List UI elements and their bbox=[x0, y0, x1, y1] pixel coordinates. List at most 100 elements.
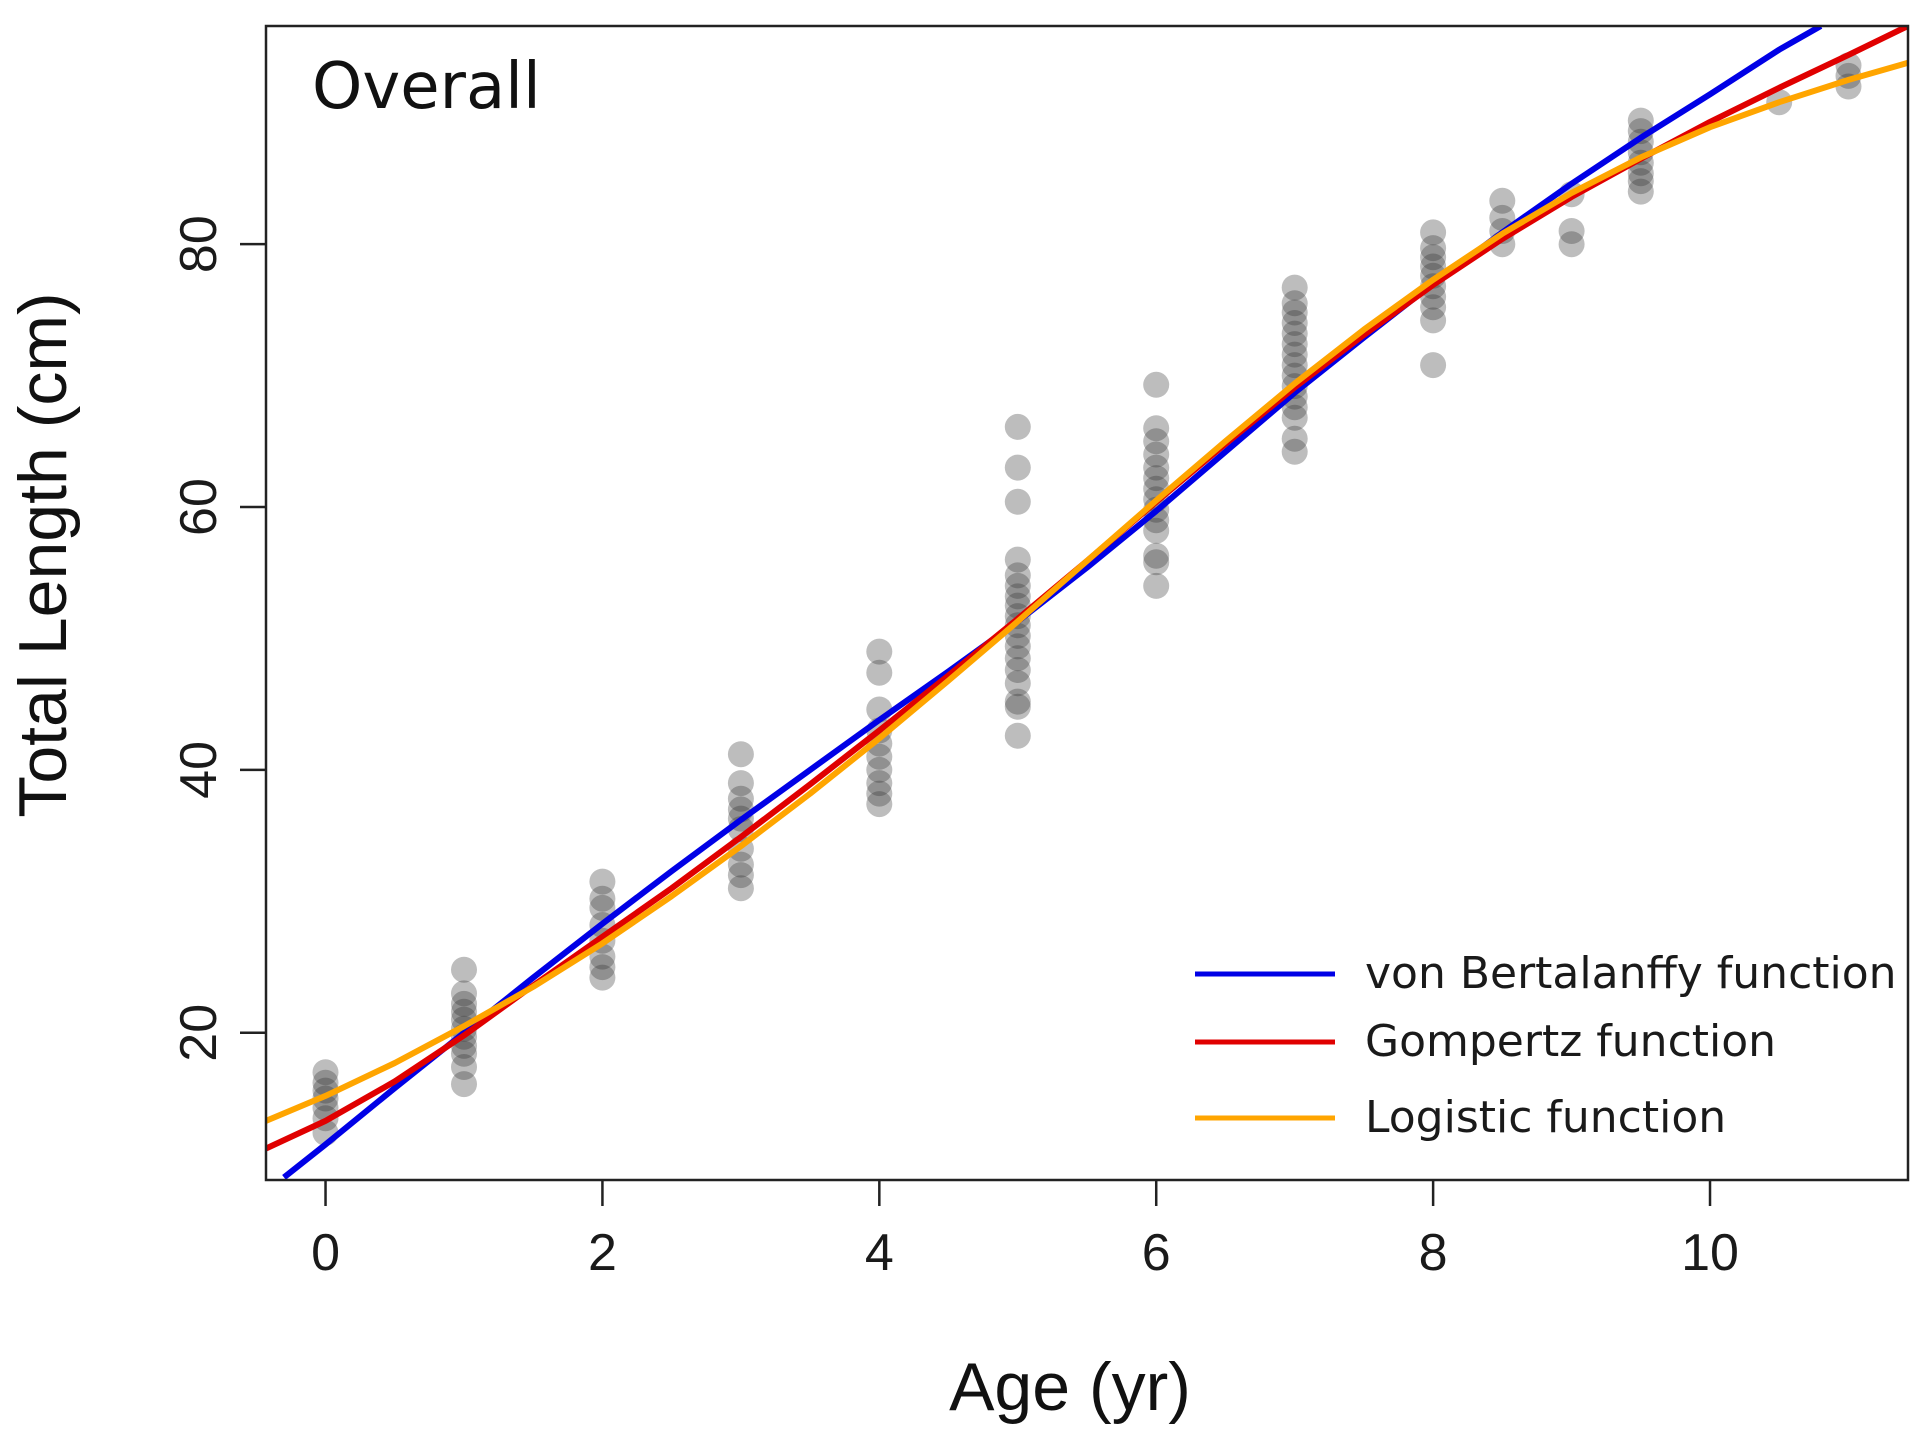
curve-logistic bbox=[266, 59, 1908, 1124]
legend: von Bertalanffy function Gompertz functio… bbox=[1195, 948, 1897, 1143]
fitted-curves bbox=[266, 26, 1908, 1180]
data-point-115 bbox=[1627, 160, 1654, 187]
data-point-117 bbox=[1627, 178, 1654, 205]
data-point-52 bbox=[1004, 583, 1031, 610]
data-point-24 bbox=[589, 954, 616, 981]
data-point-100 bbox=[1420, 294, 1447, 321]
data-point-47 bbox=[1004, 454, 1031, 481]
data-point-20 bbox=[589, 894, 616, 921]
data-point-41 bbox=[866, 743, 893, 770]
data-point-77 bbox=[1143, 572, 1170, 599]
data-point-36 bbox=[866, 638, 893, 665]
data-point-35 bbox=[727, 875, 754, 902]
data-point-69 bbox=[1143, 465, 1170, 492]
x-axis-title: Age (yr) bbox=[949, 1349, 1191, 1425]
data-point-82 bbox=[1281, 320, 1308, 347]
data-point-15 bbox=[451, 1040, 477, 1067]
data-point-16 bbox=[451, 1054, 477, 1080]
data-point-33 bbox=[727, 851, 754, 878]
data-point-103 bbox=[1489, 187, 1516, 214]
data-point-68 bbox=[1143, 454, 1170, 481]
data-point-83 bbox=[1281, 331, 1308, 358]
data-point-76 bbox=[1143, 549, 1170, 576]
data-point-109 bbox=[1558, 231, 1585, 258]
data-point-75 bbox=[1143, 542, 1170, 569]
x-axis: 0 2 4 6 8 10 bbox=[311, 1180, 1739, 1282]
plot-frame bbox=[264, 24, 1910, 1182]
data-point-59 bbox=[1004, 657, 1031, 683]
data-point-61 bbox=[1004, 688, 1031, 715]
data-point-46 bbox=[1004, 413, 1031, 440]
data-point-10 bbox=[451, 998, 477, 1025]
data-point-44 bbox=[866, 780, 893, 807]
data-point-84 bbox=[1281, 341, 1308, 368]
data-point-7 bbox=[451, 956, 477, 983]
y-tick-label: 20 bbox=[170, 1004, 228, 1062]
x-tick-label: 10 bbox=[1681, 1224, 1739, 1282]
data-point-27 bbox=[727, 770, 754, 797]
x-tick-label: 8 bbox=[1419, 1224, 1448, 1282]
data-point-50 bbox=[1004, 562, 1031, 589]
legend-label: Logistic function bbox=[1365, 1092, 1726, 1143]
data-point-108 bbox=[1558, 218, 1585, 244]
data-point-34 bbox=[727, 862, 754, 889]
data-point-0 bbox=[312, 1059, 339, 1086]
data-point-74 bbox=[1143, 517, 1170, 544]
data-point-66 bbox=[1143, 428, 1170, 455]
data-point-37 bbox=[866, 659, 893, 686]
data-point-81 bbox=[1281, 310, 1308, 336]
data-point-90 bbox=[1281, 404, 1308, 431]
data-point-116 bbox=[1627, 168, 1654, 195]
data-point-64 bbox=[1143, 371, 1170, 398]
x-tick-label: 2 bbox=[588, 1224, 617, 1282]
data-point-19 bbox=[589, 885, 616, 912]
data-point-8 bbox=[451, 980, 477, 1007]
data-point-93 bbox=[1420, 219, 1447, 246]
data-point-92 bbox=[1281, 438, 1308, 465]
data-point-17 bbox=[451, 1071, 477, 1098]
y-tick-label: 80 bbox=[170, 215, 228, 273]
data-point-110 bbox=[1627, 107, 1654, 134]
y-axis-title: Total Length (cm) bbox=[5, 292, 81, 817]
data-point-79 bbox=[1281, 290, 1308, 317]
data-point-9 bbox=[451, 990, 477, 1017]
data-point-49 bbox=[1004, 546, 1031, 573]
data-point-1 bbox=[312, 1069, 339, 1096]
data-point-18 bbox=[589, 868, 616, 895]
data-point-63 bbox=[1004, 722, 1031, 749]
data-point-78 bbox=[1281, 274, 1308, 301]
data-point-25 bbox=[589, 964, 616, 991]
data-point-62 bbox=[1004, 693, 1031, 720]
legend-label: Gompertz function bbox=[1365, 1016, 1776, 1067]
data-point-94 bbox=[1420, 235, 1447, 262]
data-point-91 bbox=[1281, 425, 1308, 452]
data-point-80 bbox=[1281, 299, 1308, 326]
y-axis: 20 40 60 80 bbox=[170, 215, 266, 1062]
x-tick-label: 6 bbox=[1142, 1224, 1171, 1282]
data-point-65 bbox=[1143, 415, 1170, 442]
data-point-43 bbox=[866, 770, 893, 797]
data-point-45 bbox=[866, 791, 893, 818]
data-point-67 bbox=[1143, 441, 1170, 468]
data-point-26 bbox=[727, 741, 754, 768]
data-point-102 bbox=[1420, 352, 1447, 379]
x-tick-label: 4 bbox=[865, 1224, 894, 1282]
data-point-101 bbox=[1420, 307, 1447, 334]
data-point-60 bbox=[1004, 670, 1031, 697]
panel-label: Overall bbox=[312, 50, 541, 124]
x-tick-label: 0 bbox=[311, 1224, 340, 1282]
data-point-58 bbox=[1004, 645, 1031, 672]
data-point-48 bbox=[1004, 488, 1031, 515]
y-tick-label: 40 bbox=[170, 741, 228, 799]
data-point-95 bbox=[1420, 244, 1447, 271]
data-point-111 bbox=[1627, 118, 1654, 145]
data-point-57 bbox=[1004, 633, 1031, 660]
data-point-42 bbox=[866, 756, 893, 783]
data-point-28 bbox=[727, 785, 754, 812]
data-point-85 bbox=[1281, 352, 1308, 379]
y-tick-label: 60 bbox=[170, 478, 228, 536]
legend-label: von Bertalanffy function bbox=[1365, 948, 1897, 999]
data-point-51 bbox=[1004, 572, 1031, 599]
